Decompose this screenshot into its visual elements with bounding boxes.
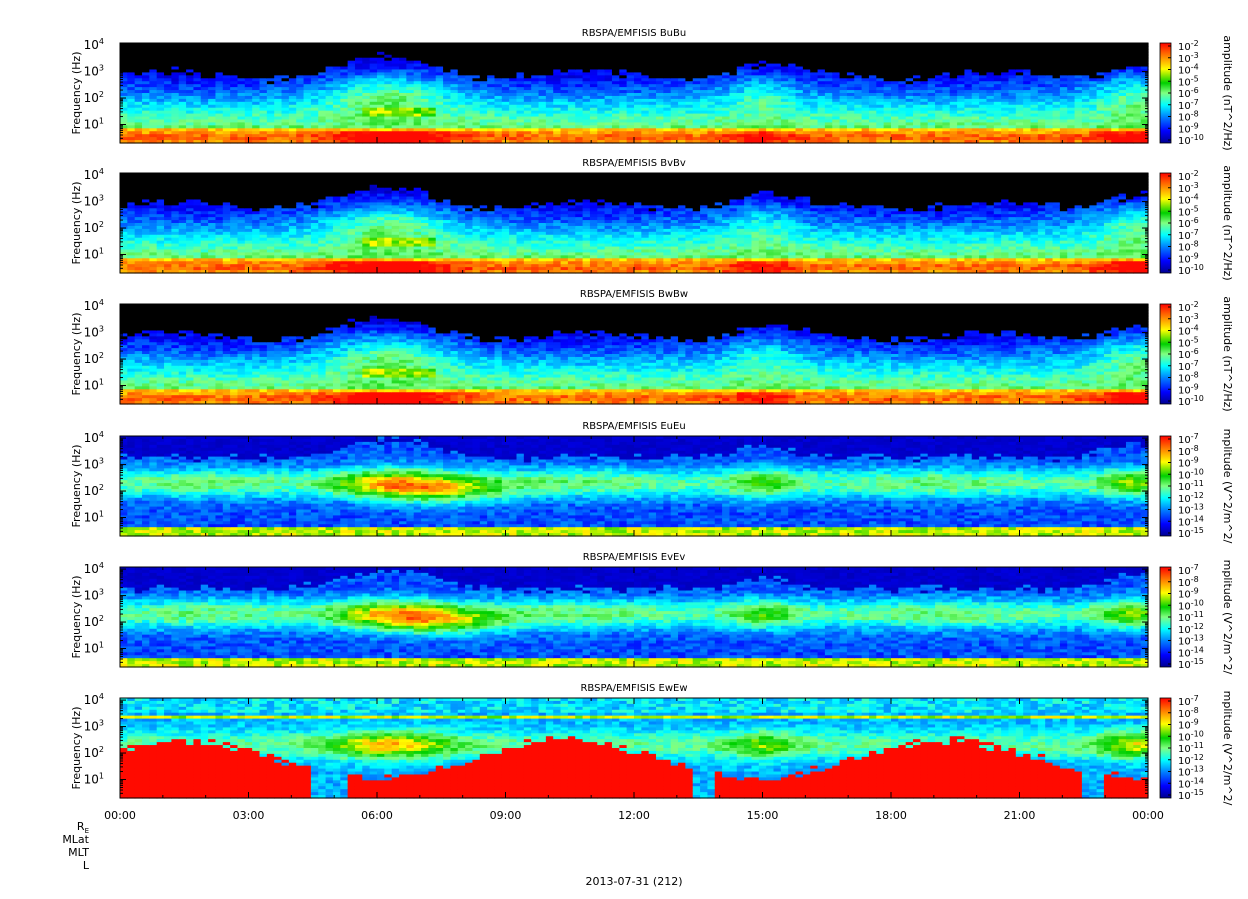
colorbar-tick-exponent: -3 — [1191, 51, 1199, 60]
spectrogram-heatmap — [120, 43, 1149, 144]
colorbar-label: amplitude (nT^2/Hz) — [1221, 35, 1234, 150]
y-tick-label: 101 — [84, 116, 104, 131]
colorbar-tick-exponent: -8 — [1191, 110, 1199, 119]
y-tick-exponent: 1 — [99, 116, 104, 125]
colorbar-tick-label: 10-10 — [1178, 133, 1204, 147]
colorbar-tick-exponent: -9 — [1191, 121, 1199, 130]
y-tick-label: 104 — [84, 37, 104, 52]
panels-group: RBSPA/EMFISIS BuBu Frequency (Hz)104 103 10… — [70, 28, 1234, 806]
colorbar-tick-exponent: -4 — [1191, 63, 1199, 72]
spectrogram-heatmap — [120, 173, 1149, 274]
y-tick-exponent: 3 — [99, 64, 104, 73]
y-tick-label: 102 — [84, 90, 104, 105]
y-tick-exponent: 2 — [99, 90, 104, 99]
colorbar-tick-exponent: -10 — [1191, 133, 1204, 142]
colorbar-tick-exponent: -7 — [1191, 98, 1199, 107]
panel-1: RBSPA/EMFISIS BuBu Frequency (Hz)104 103 10… — [70, 28, 1234, 151]
y-axis-label: Frequency (Hz) — [70, 52, 83, 135]
y-tick-exponent: 4 — [99, 37, 104, 46]
y-tick-label: 103 — [84, 64, 104, 79]
colorbar-tick-exponent: -2 — [1191, 39, 1199, 48]
colorbar-tick-exponent: -5 — [1191, 74, 1199, 83]
panel-title: RBSPA/EMFISIS BuBu — [582, 28, 686, 39]
colorbar-tick-exponent: -6 — [1191, 86, 1199, 95]
panel-2: RBSPA/EMFISIS BvBvFrequency (Hz)10410310… — [70, 158, 1234, 281]
